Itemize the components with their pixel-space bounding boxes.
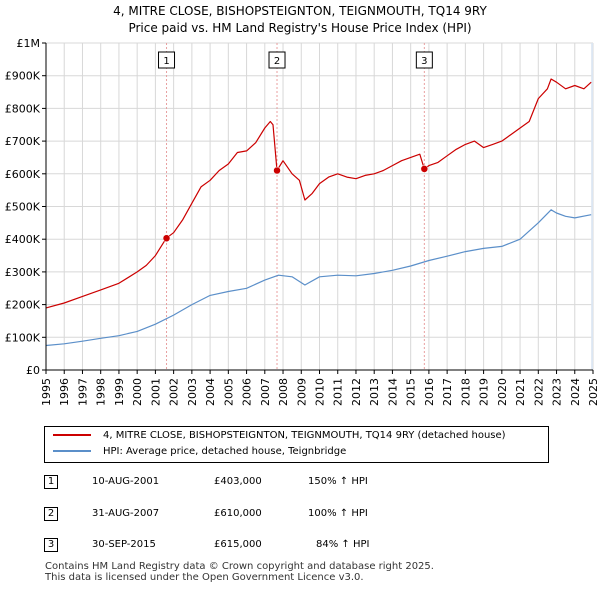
- x-tick-label: 2020: [496, 378, 509, 406]
- x-tick-label: 1996: [58, 378, 71, 406]
- x-tick-label: 2017: [441, 378, 454, 406]
- transaction-date: 31-AUG-2007: [92, 508, 160, 519]
- transaction-number: 3: [44, 538, 58, 552]
- sale-point: [420, 165, 429, 173]
- sale-label-text: 2: [274, 56, 280, 67]
- x-tick-label: 2000: [131, 378, 144, 406]
- sale-label-box: [268, 51, 286, 69]
- transaction-price: £615,000: [214, 539, 262, 550]
- transaction-hpi: 150% ↑ HPI: [308, 476, 368, 487]
- x-tick-label: 2018: [459, 378, 472, 406]
- x-tick-label: 2011: [332, 378, 345, 406]
- y-tick-label: £100K: [5, 331, 41, 344]
- x-tick-label: 2012: [350, 378, 363, 406]
- y-tick-label: £300K: [5, 266, 41, 279]
- y-tick-label: £800K: [5, 102, 41, 115]
- chart-legend: 4, MITRE CLOSE, BISHOPSTEIGNTON, TEIGNMO…: [44, 426, 549, 463]
- x-tick-label: 2007: [259, 378, 272, 406]
- x-tick-label: 2014: [386, 378, 399, 406]
- transaction-hpi: 84% ↑ HPI: [316, 539, 370, 550]
- x-tick-label: 2005: [222, 378, 235, 406]
- transaction-number: 2: [44, 507, 58, 521]
- y-tick-label: £1M: [17, 37, 41, 50]
- y-tick-label: £0: [26, 364, 40, 377]
- hpi-line: [45, 209, 592, 347]
- chart-subtitle: Price paid vs. HM Land Registry's House …: [128, 21, 472, 35]
- x-tick-label: 1997: [76, 378, 89, 406]
- y-tick-label: £500K: [5, 201, 41, 214]
- transaction-price: £403,000: [214, 476, 262, 487]
- sale-point: [273, 166, 281, 175]
- x-tick-label: 2009: [295, 378, 308, 406]
- sale-label-box: [158, 51, 176, 69]
- y-tick-label: £900K: [5, 70, 41, 83]
- x-tick-label: 2025: [587, 378, 600, 406]
- x-tick-label: 2008: [277, 378, 290, 406]
- transaction-number: 1: [44, 475, 58, 489]
- legend-item-property: 4, MITRE CLOSE, BISHOPSTEIGNTON, TEIGNMO…: [53, 430, 506, 446]
- x-tick-label: 2006: [241, 378, 254, 406]
- footer-licence: This data is licensed under the Open Gov…: [45, 572, 364, 583]
- sale-label-text: 3: [421, 56, 427, 67]
- y-tick-label: £200K: [5, 299, 41, 312]
- property-price-line: [45, 78, 592, 309]
- sale-point: [162, 234, 171, 242]
- sale-label-text: 1: [163, 56, 169, 67]
- y-tick-label: £600K: [5, 168, 41, 181]
- forecast-shade: [591, 43, 593, 370]
- transaction-price: £610,000: [214, 508, 262, 519]
- transaction-date: 30-SEP-2015: [92, 539, 156, 550]
- x-tick-label: 2016: [423, 378, 436, 406]
- x-tick-label: 2015: [405, 378, 418, 406]
- x-tick-label: 2002: [168, 378, 181, 406]
- sale-label-box: [415, 51, 433, 69]
- y-tick-label: £400K: [5, 233, 41, 246]
- footer-copyright: Contains HM Land Registry data © Crown c…: [45, 561, 434, 572]
- transaction-hpi: 100% ↑ HPI: [308, 508, 368, 519]
- x-tick-label: 2023: [551, 378, 564, 406]
- x-tick-label: 2019: [478, 378, 491, 406]
- x-tick-label: 2004: [204, 378, 217, 406]
- chart-title: 4, MITRE CLOSE, BISHOPSTEIGNTON, TEIGNMO…: [113, 4, 487, 18]
- x-tick-label: 1999: [113, 378, 126, 406]
- legend-swatch-property: [53, 434, 91, 436]
- x-tick-label: 2010: [314, 378, 327, 406]
- x-tick-label: 2021: [514, 378, 527, 406]
- x-tick-label: 2013: [368, 378, 381, 406]
- legend-label-property: 4, MITRE CLOSE, BISHOPSTEIGNTON, TEIGNMO…: [103, 430, 506, 441]
- x-tick-label: 2024: [569, 378, 582, 406]
- legend-label-hpi: HPI: Average price, detached house, Teig…: [103, 446, 347, 457]
- x-tick-label: 1998: [95, 378, 108, 406]
- transaction-date: 10-AUG-2001: [92, 476, 160, 487]
- x-tick-label: 1995: [40, 378, 53, 406]
- y-tick-label: £700K: [5, 135, 41, 148]
- x-tick-label: 2001: [149, 378, 162, 406]
- legend-item-hpi: HPI: Average price, detached house, Teig…: [53, 446, 346, 462]
- price-chart: 1 2 3 £0 £100K £200K £300K £400K £500K £600K £700…: [5, 37, 600, 406]
- legend-swatch-hpi: [53, 450, 91, 452]
- x-tick-label: 2022: [532, 378, 545, 406]
- x-tick-label: 2003: [186, 378, 199, 406]
